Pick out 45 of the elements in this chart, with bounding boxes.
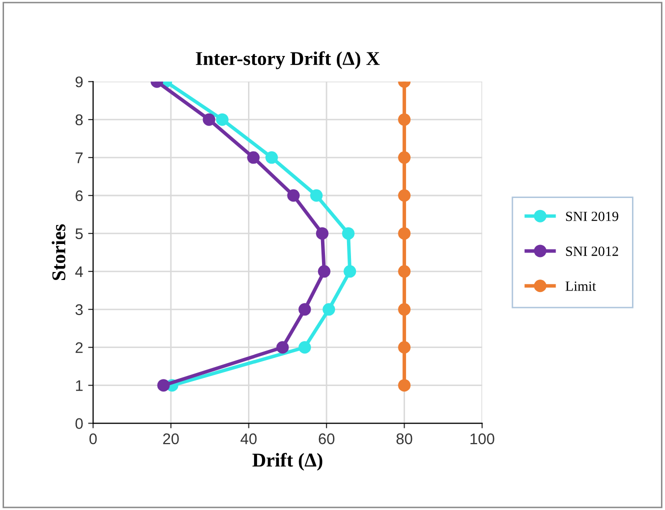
y-tick-label: 3 [75, 304, 83, 316]
point [398, 113, 411, 126]
x-axis-title: Drift (Δ) [252, 452, 322, 471]
point [322, 303, 336, 316]
y-tick-label: 5 [75, 228, 83, 240]
point [298, 341, 311, 354]
point [398, 341, 411, 354]
point [398, 227, 411, 240]
point [398, 189, 411, 202]
point [265, 151, 278, 164]
x-tick-label: 20 [163, 433, 179, 444]
point [318, 265, 330, 278]
legend-label: SNI 2012 [566, 246, 618, 256]
y-tick-label: 4 [75, 266, 83, 277]
point [287, 189, 300, 202]
point [316, 227, 328, 240]
y-axis-title: Stories [52, 224, 66, 280]
point [310, 189, 323, 202]
y-tick-label: 0 [75, 418, 83, 429]
y-tick-label: 9 [76, 76, 83, 88]
y-tick-label: 6 [76, 190, 83, 202]
point [344, 265, 356, 278]
legend-label: SNI 2019 [566, 212, 618, 222]
y-tick-label: 2 [76, 342, 83, 353]
point [398, 303, 411, 316]
y-tick-label: 1 [76, 380, 83, 391]
chart-title: Inter-story Drift (Δ) X [196, 51, 380, 70]
point [298, 303, 311, 316]
point [157, 379, 170, 392]
point [247, 151, 260, 164]
point [216, 113, 229, 126]
y-tick-label: 7 [76, 152, 83, 164]
legend-label: Limit [566, 282, 596, 291]
x-tick-label: 40 [240, 433, 257, 444]
point [202, 113, 216, 126]
point [276, 341, 289, 354]
point [398, 151, 411, 164]
x-tick-label: 0 [89, 433, 97, 444]
point [398, 265, 411, 278]
x-tick-label: 60 [318, 433, 334, 444]
x-tick-label: 80 [396, 433, 412, 444]
point [342, 227, 355, 240]
y-tick-label: 8 [76, 114, 83, 126]
x-tick-label: 100 [470, 433, 494, 444]
point [398, 379, 411, 392]
